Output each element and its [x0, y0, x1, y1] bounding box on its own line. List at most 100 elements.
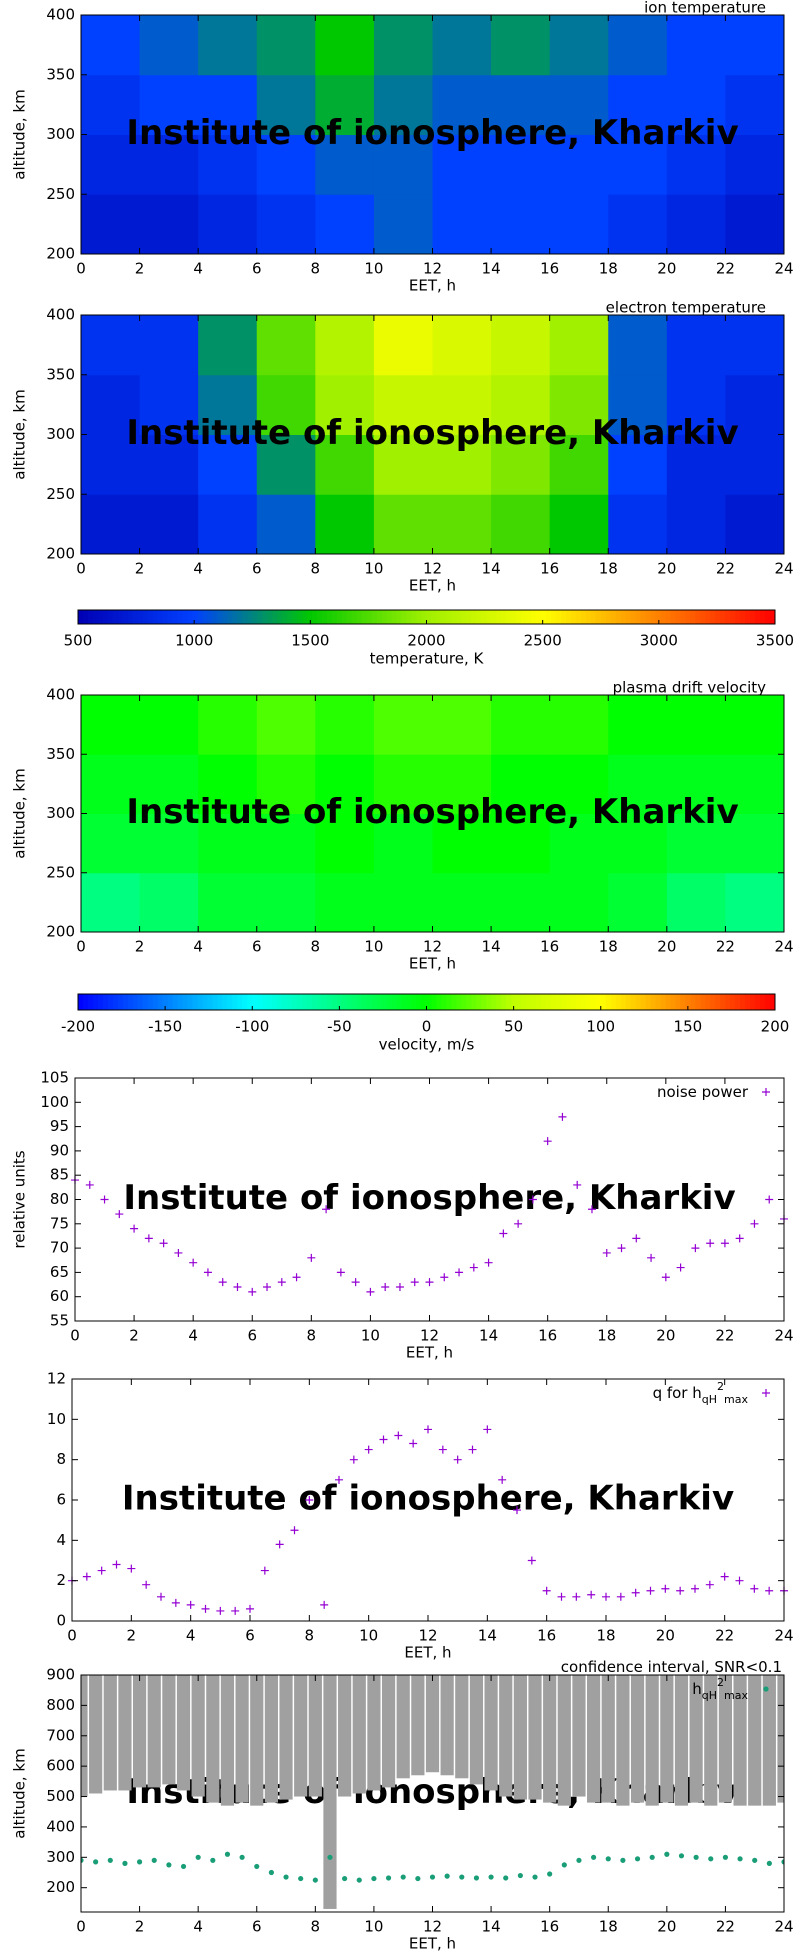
colorbar-swatch	[127, 610, 134, 624]
y-tick-label: 200	[46, 1878, 75, 1896]
colorbar-swatch	[665, 994, 671, 1010]
heatmap-cell	[666, 15, 726, 76]
colorbar-swatch	[541, 610, 547, 624]
colorbar-tick-label: 500	[64, 632, 93, 650]
point	[617, 1244, 626, 1253]
y-tick-label: 4	[56, 1531, 66, 1549]
point	[394, 1431, 403, 1440]
heatmap-cell	[198, 315, 258, 376]
colorbar-swatch	[292, 994, 298, 1010]
point	[157, 1592, 165, 1601]
heatmap-cell	[256, 872, 316, 933]
colorbar-swatch	[386, 610, 393, 624]
heatmap-cell	[491, 695, 551, 755]
y-tick-label: 350	[46, 365, 75, 383]
heatmap-cell	[608, 695, 668, 755]
heatmap-cell	[373, 695, 433, 755]
heatmap-cell	[373, 494, 433, 555]
point	[233, 1282, 242, 1291]
heatmap-cell	[256, 434, 316, 495]
colorbar-swatch	[381, 610, 388, 624]
colorbar-swatch	[725, 610, 731, 624]
colorbar-swatch	[207, 994, 213, 1010]
y-axis-label: altitude, km	[11, 1748, 29, 1838]
x-axis-label: EET, h	[404, 1644, 451, 1662]
x-tick-label: 14	[482, 560, 501, 578]
colorbar-swatch	[760, 610, 766, 624]
colorbar-swatch	[302, 994, 308, 1010]
colorbar-swatch	[411, 610, 418, 624]
heatmap-cell	[81, 494, 141, 555]
confidence-bar	[630, 1675, 645, 1803]
point	[591, 1854, 597, 1860]
colorbar-swatch	[87, 610, 94, 624]
colorbar-swatch	[560, 610, 567, 624]
colorbar-tick-label: 0	[422, 1018, 432, 1036]
colorbar-swatch	[167, 994, 174, 1010]
point	[159, 1239, 168, 1248]
confidence-bar	[89, 1675, 103, 1794]
heatmap-cell	[432, 374, 492, 435]
colorbar-swatch	[346, 610, 353, 624]
x-tick-label: 4	[193, 1918, 203, 1936]
heatmap-cell	[256, 134, 316, 195]
heatmap-cell	[81, 374, 141, 435]
point	[444, 1873, 450, 1879]
x-tick-label: 14	[482, 1918, 501, 1936]
colorbar-swatch	[645, 994, 652, 1010]
legend-label-part: q for h	[653, 1384, 702, 1402]
colorbar-swatch	[197, 994, 203, 1010]
point	[528, 1195, 537, 1204]
heatmap-cell	[725, 315, 785, 376]
point	[127, 1564, 136, 1573]
point	[342, 1875, 348, 1882]
x-axis-label: EET, h	[409, 955, 456, 973]
point	[186, 1600, 195, 1609]
colorbar-swatch	[531, 610, 537, 624]
point	[620, 1857, 626, 1863]
heatmap-cell	[549, 813, 609, 874]
colorbar-swatch	[436, 610, 442, 624]
colorbar-swatch	[307, 610, 313, 624]
point	[385, 1875, 392, 1881]
x-tick-label: 0	[76, 938, 86, 956]
colorbar-swatch	[555, 994, 562, 1010]
point	[720, 1239, 729, 1248]
colorbar-swatch	[122, 610, 129, 624]
colorbar-swatch	[411, 994, 418, 1010]
confidence-bar	[469, 1675, 484, 1785]
heatmap-cell	[725, 74, 785, 135]
heatmap-cell	[549, 134, 609, 195]
colorbar-swatch	[202, 610, 208, 624]
colorbar-swatch	[670, 994, 676, 1010]
colorbar-swatch	[466, 610, 472, 624]
colorbar-swatch	[725, 994, 731, 1010]
colorbar-swatch	[107, 610, 114, 624]
colorbar-swatch	[142, 610, 149, 624]
panel-title: electron temperature	[606, 299, 766, 317]
heatmap-cell	[81, 134, 141, 195]
confidence-bar	[733, 1675, 747, 1806]
point	[248, 1287, 257, 1296]
colorbar-swatch	[167, 610, 174, 624]
heatmap-cell	[373, 813, 433, 874]
colorbar-swatch	[635, 610, 642, 624]
x-tick-label: 22	[715, 1327, 734, 1345]
y-tick-label: 300	[46, 804, 75, 822]
heatmap-cell	[81, 315, 141, 376]
colorbar-swatch	[760, 994, 766, 1010]
heatmap-cell	[608, 872, 668, 933]
colorbar-swatch	[97, 610, 104, 624]
point	[632, 1234, 641, 1243]
colorbar-swatch	[720, 994, 726, 1010]
legend-label-part: 2	[717, 1380, 724, 1393]
heatmap-cell	[256, 374, 316, 435]
point	[616, 1592, 625, 1601]
colorbar-tick-label: 3500	[756, 632, 794, 650]
point	[216, 1606, 225, 1615]
point	[587, 1205, 596, 1214]
y-tick-label: 75	[50, 1214, 69, 1232]
colorbar-swatch	[501, 610, 507, 624]
x-tick-label: 24	[774, 560, 793, 578]
heatmap-cell	[549, 15, 609, 76]
